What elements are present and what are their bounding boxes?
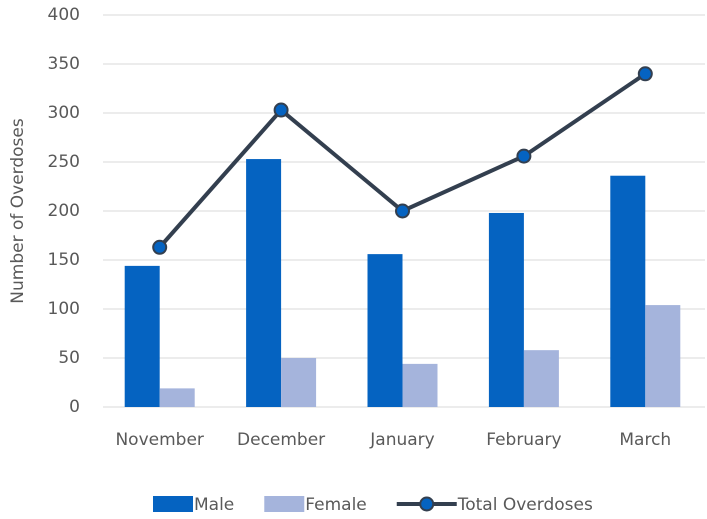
x-tick-label: January — [369, 430, 434, 450]
bar — [124, 265, 160, 407]
line-marker — [273, 102, 289, 118]
bar — [367, 254, 403, 407]
bar — [159, 388, 195, 407]
bar — [488, 212, 524, 407]
y-tick-label: 100 — [48, 299, 80, 319]
legend-label: Female — [305, 495, 366, 515]
line-marker — [637, 66, 653, 82]
y-tick-label: 50 — [58, 348, 80, 368]
bar — [246, 159, 282, 407]
legend-marker — [419, 496, 435, 512]
y-tick-label: 300 — [48, 103, 80, 123]
legend-label: Male — [194, 495, 234, 515]
bar — [523, 350, 559, 407]
x-tick-label: December — [237, 430, 325, 450]
x-tick-label: November — [115, 430, 203, 450]
y-tick-label: 250 — [48, 152, 80, 172]
y-tick-label: 350 — [48, 54, 80, 74]
y-tick-label: 200 — [48, 201, 80, 221]
line-marker — [395, 203, 410, 219]
bar — [281, 358, 317, 407]
line-marker — [152, 239, 168, 255]
line — [158, 72, 647, 249]
y-tick-label: 400 — [48, 5, 80, 25]
bar — [402, 363, 438, 407]
legend-swatch — [153, 496, 193, 512]
line-marker — [516, 148, 532, 164]
bar — [610, 175, 646, 407]
bar — [645, 305, 681, 407]
x-tick-label: February — [486, 430, 561, 450]
y-tick-label: 0 — [69, 397, 80, 417]
legend-swatch — [264, 496, 305, 512]
y-axis-label: Number of Overdoses — [8, 118, 28, 304]
legend-label: Total Overdoses — [457, 495, 593, 515]
y-tick-label: 150 — [48, 250, 80, 270]
x-tick-label: March — [619, 430, 671, 450]
